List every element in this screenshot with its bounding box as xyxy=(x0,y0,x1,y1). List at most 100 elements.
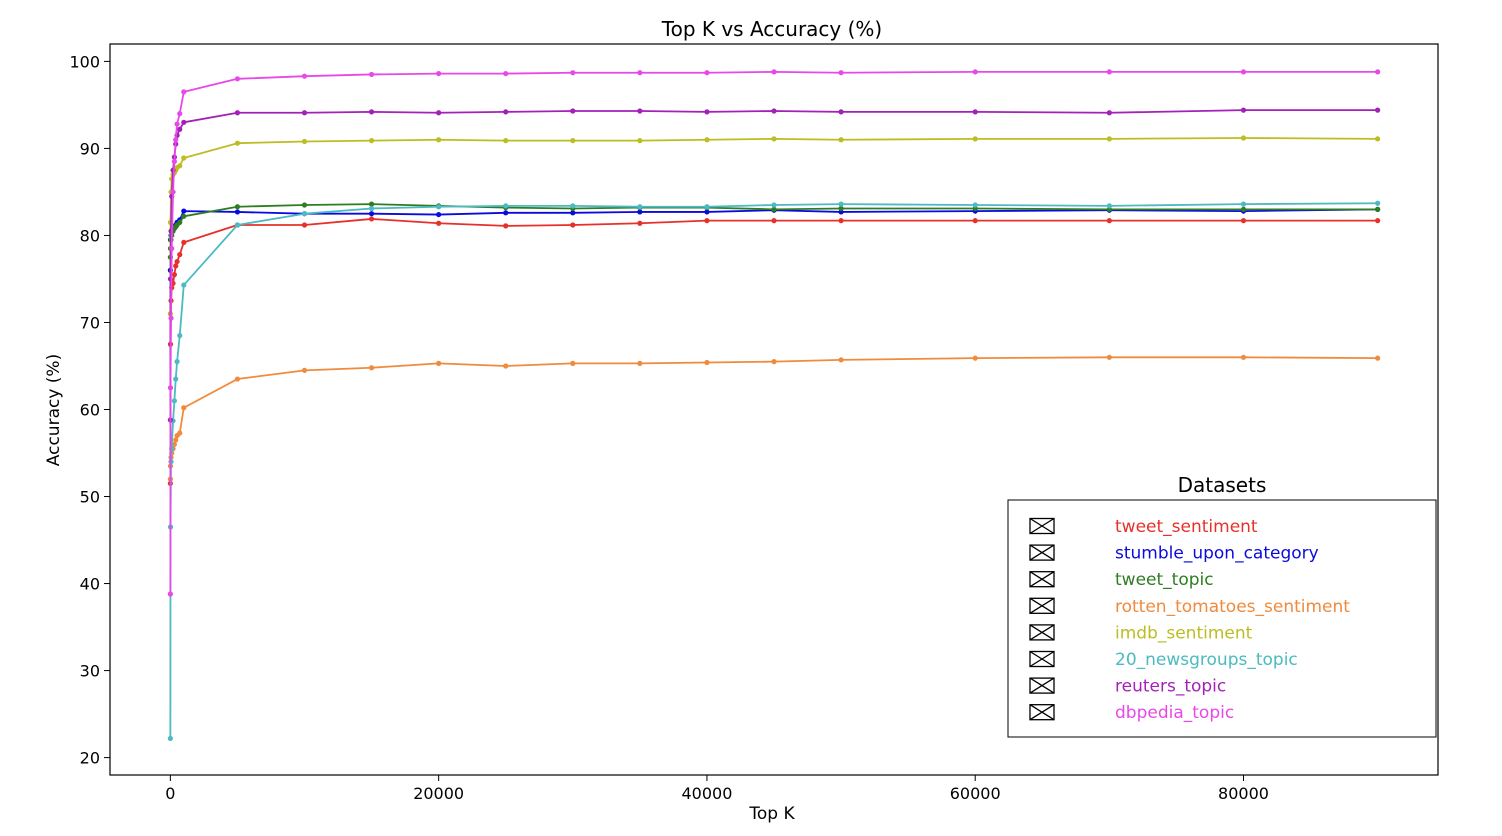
data-point xyxy=(173,437,179,443)
data-point xyxy=(234,110,241,116)
data-point xyxy=(181,282,187,288)
data-point xyxy=(171,398,177,404)
data-point xyxy=(503,223,509,229)
data-point xyxy=(972,218,978,224)
x-tick-label: 20000 xyxy=(413,784,464,803)
data-point xyxy=(177,430,183,436)
data-point xyxy=(173,263,179,269)
data-point xyxy=(704,137,710,143)
data-point xyxy=(181,213,187,219)
data-point xyxy=(503,109,509,115)
data-point xyxy=(771,206,777,212)
data-point xyxy=(1106,69,1112,75)
data-point xyxy=(771,202,777,208)
data-point xyxy=(177,111,183,117)
data-point xyxy=(972,69,978,75)
data-point xyxy=(1106,218,1112,224)
boxed-x-icon xyxy=(1029,677,1055,694)
data-point xyxy=(972,136,978,142)
data-point xyxy=(436,204,442,210)
data-point xyxy=(169,245,175,252)
legend-label: dbpedia_topic xyxy=(1115,703,1234,723)
data-point xyxy=(301,202,308,208)
y-axis: 20 30 40 50 60 70 80 90 100 xyxy=(69,52,110,768)
boxed-x-icon xyxy=(1029,624,1055,641)
data-point xyxy=(771,218,777,224)
data-point xyxy=(704,204,710,210)
y-tick-label: 40 xyxy=(80,575,100,594)
series-rotten_tomatoes_sentiment xyxy=(167,354,1381,482)
data-point xyxy=(570,210,576,216)
y-tick-label: 30 xyxy=(80,662,100,681)
data-point xyxy=(436,70,442,77)
series-reuters_topic xyxy=(167,107,1381,423)
legend-title: Datasets xyxy=(1178,473,1267,497)
data-point xyxy=(570,203,576,209)
x-tick-label: 40000 xyxy=(681,784,732,803)
data-point xyxy=(173,376,179,382)
data-point xyxy=(368,71,375,78)
data-point xyxy=(170,189,176,195)
legend-item: reuters_topic xyxy=(1029,677,1226,697)
data-point xyxy=(181,405,187,411)
data-point xyxy=(177,332,183,339)
series-line xyxy=(169,137,1378,314)
series-20_newsgroups_topic xyxy=(167,200,1381,742)
boxed-x-icon xyxy=(1029,571,1055,588)
series-line xyxy=(169,218,1378,484)
data-point xyxy=(570,360,576,366)
x-axis-label: Top K xyxy=(748,804,795,824)
data-point xyxy=(368,205,375,212)
boxed-x-icon xyxy=(1029,650,1055,668)
legend-item: rotten_tomatoes_sentiment xyxy=(1029,597,1350,617)
data-point xyxy=(171,272,177,278)
x-axis: 0 20000 40000 60000 80000 xyxy=(165,775,1269,803)
x-tick-label: 60000 xyxy=(950,784,1001,803)
series-tweet_sentiment xyxy=(167,216,1381,487)
data-point xyxy=(704,218,710,224)
legend-box xyxy=(1007,499,1437,738)
data-point xyxy=(838,109,844,115)
data-point xyxy=(704,209,710,215)
boxed-x-icon xyxy=(1029,597,1055,614)
data-point xyxy=(1240,107,1247,113)
data-point xyxy=(1106,203,1112,209)
data-point xyxy=(1375,206,1381,212)
data-point xyxy=(234,140,241,146)
data-point xyxy=(972,109,978,115)
data-point xyxy=(177,252,183,258)
data-point xyxy=(301,138,308,145)
data-point xyxy=(838,218,844,224)
data-point xyxy=(1375,218,1381,224)
legend-item: imdb_sentiment xyxy=(1029,623,1253,643)
data-point xyxy=(167,591,173,597)
legend-items: tweet_sentiment stumble_upon_categorytwee… xyxy=(1029,517,1350,723)
data-point xyxy=(167,735,173,742)
data-point xyxy=(637,220,643,226)
data-point xyxy=(637,108,643,114)
data-point xyxy=(301,110,308,116)
data-point xyxy=(436,110,442,116)
series-stumble_upon_category xyxy=(167,206,1381,273)
legend-label: 20_newsgroups_topic xyxy=(1115,650,1298,670)
series-layer xyxy=(167,69,1381,742)
data-point xyxy=(1375,69,1381,75)
data-point xyxy=(1106,110,1112,116)
data-point xyxy=(368,216,375,222)
legend-item: 20_newsgroups_topic xyxy=(1029,650,1298,670)
data-point xyxy=(1375,107,1381,113)
series-dbpedia_topic xyxy=(167,69,1381,597)
series-line xyxy=(169,109,1378,420)
data-point xyxy=(173,137,179,143)
data-point xyxy=(234,204,241,210)
chart-title: Top K vs Accuracy (%) xyxy=(661,17,882,41)
y-tick-label: 50 xyxy=(80,488,100,507)
data-point xyxy=(1240,201,1247,207)
data-point xyxy=(301,73,308,79)
data-point xyxy=(503,138,509,144)
data-point xyxy=(181,208,187,214)
data-point xyxy=(1240,69,1247,75)
data-point xyxy=(503,70,509,77)
data-point xyxy=(181,89,187,95)
